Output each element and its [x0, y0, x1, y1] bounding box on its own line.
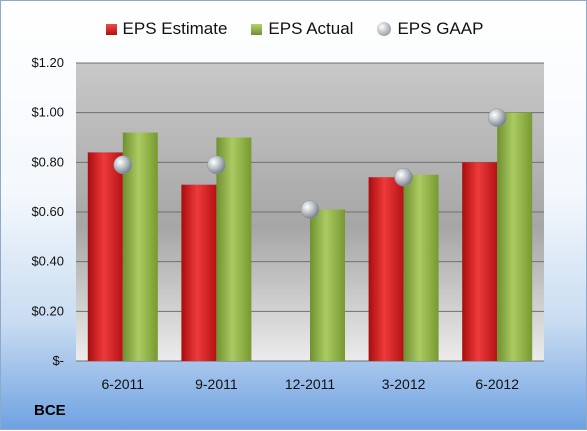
legend-swatch-gaap: [377, 22, 392, 36]
bar-eps-actual: [310, 209, 345, 361]
bar-eps-estimate: [87, 152, 123, 361]
legend-label-actual: EPS Actual: [268, 19, 354, 38]
bar-eps-estimate: [368, 177, 404, 361]
marker-eps-gaap: [113, 155, 133, 175]
y-tick-label: $0.60: [31, 204, 64, 219]
x-tick-label: 9-2011: [195, 376, 238, 392]
y-tick-label: $1.20: [31, 55, 64, 70]
bar-eps-estimate: [181, 184, 217, 361]
ticker-label: BCE: [34, 402, 66, 419]
bar-eps-actual: [403, 174, 439, 361]
x-tick-label: 3-2012: [382, 376, 426, 392]
y-tick-label: $1.00: [31, 105, 64, 120]
x-tick-label: 12-2011: [285, 376, 336, 392]
y-tick-label: $0.20: [31, 303, 64, 318]
marker-eps-gaap: [300, 200, 320, 219]
x-tick-label: 6-2012: [475, 376, 519, 392]
y-tick-label: $0.80: [31, 154, 64, 169]
marker-eps-gaap: [207, 155, 226, 175]
legend-swatch-actual: [251, 23, 263, 35]
bar-eps-actual: [497, 112, 533, 362]
legend-label-estimate: EPS Estimate: [122, 19, 228, 38]
legend-label-gaap: EPS GAAP: [397, 19, 484, 38]
x-tick-label: 6-2011: [102, 376, 145, 392]
marker-eps-gaap: [487, 108, 507, 127]
legend-swatch-estimate: [105, 23, 117, 35]
legend: EPS Estimate EPS Actual EPS GAAP: [1, 19, 587, 39]
marker-eps-gaap: [394, 167, 413, 187]
bar-eps-actual: [216, 137, 252, 361]
y-tick-label: $0.40: [31, 254, 64, 269]
y-tick-label: $-: [52, 353, 64, 368]
legend-item-actual: EPS Actual: [251, 19, 353, 39]
bar-eps-estimate: [462, 162, 498, 361]
legend-item-gaap: EPS GAAP: [377, 19, 483, 39]
legend-item-estimate: EPS Estimate: [105, 19, 228, 39]
